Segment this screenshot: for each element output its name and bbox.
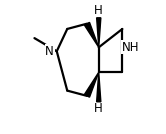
Text: N: N (45, 45, 54, 58)
Polygon shape (84, 22, 99, 47)
Polygon shape (97, 72, 101, 102)
Text: H: H (94, 103, 103, 116)
Polygon shape (97, 18, 101, 47)
Polygon shape (84, 72, 99, 97)
Text: NH: NH (122, 41, 139, 54)
Text: H: H (94, 4, 103, 17)
